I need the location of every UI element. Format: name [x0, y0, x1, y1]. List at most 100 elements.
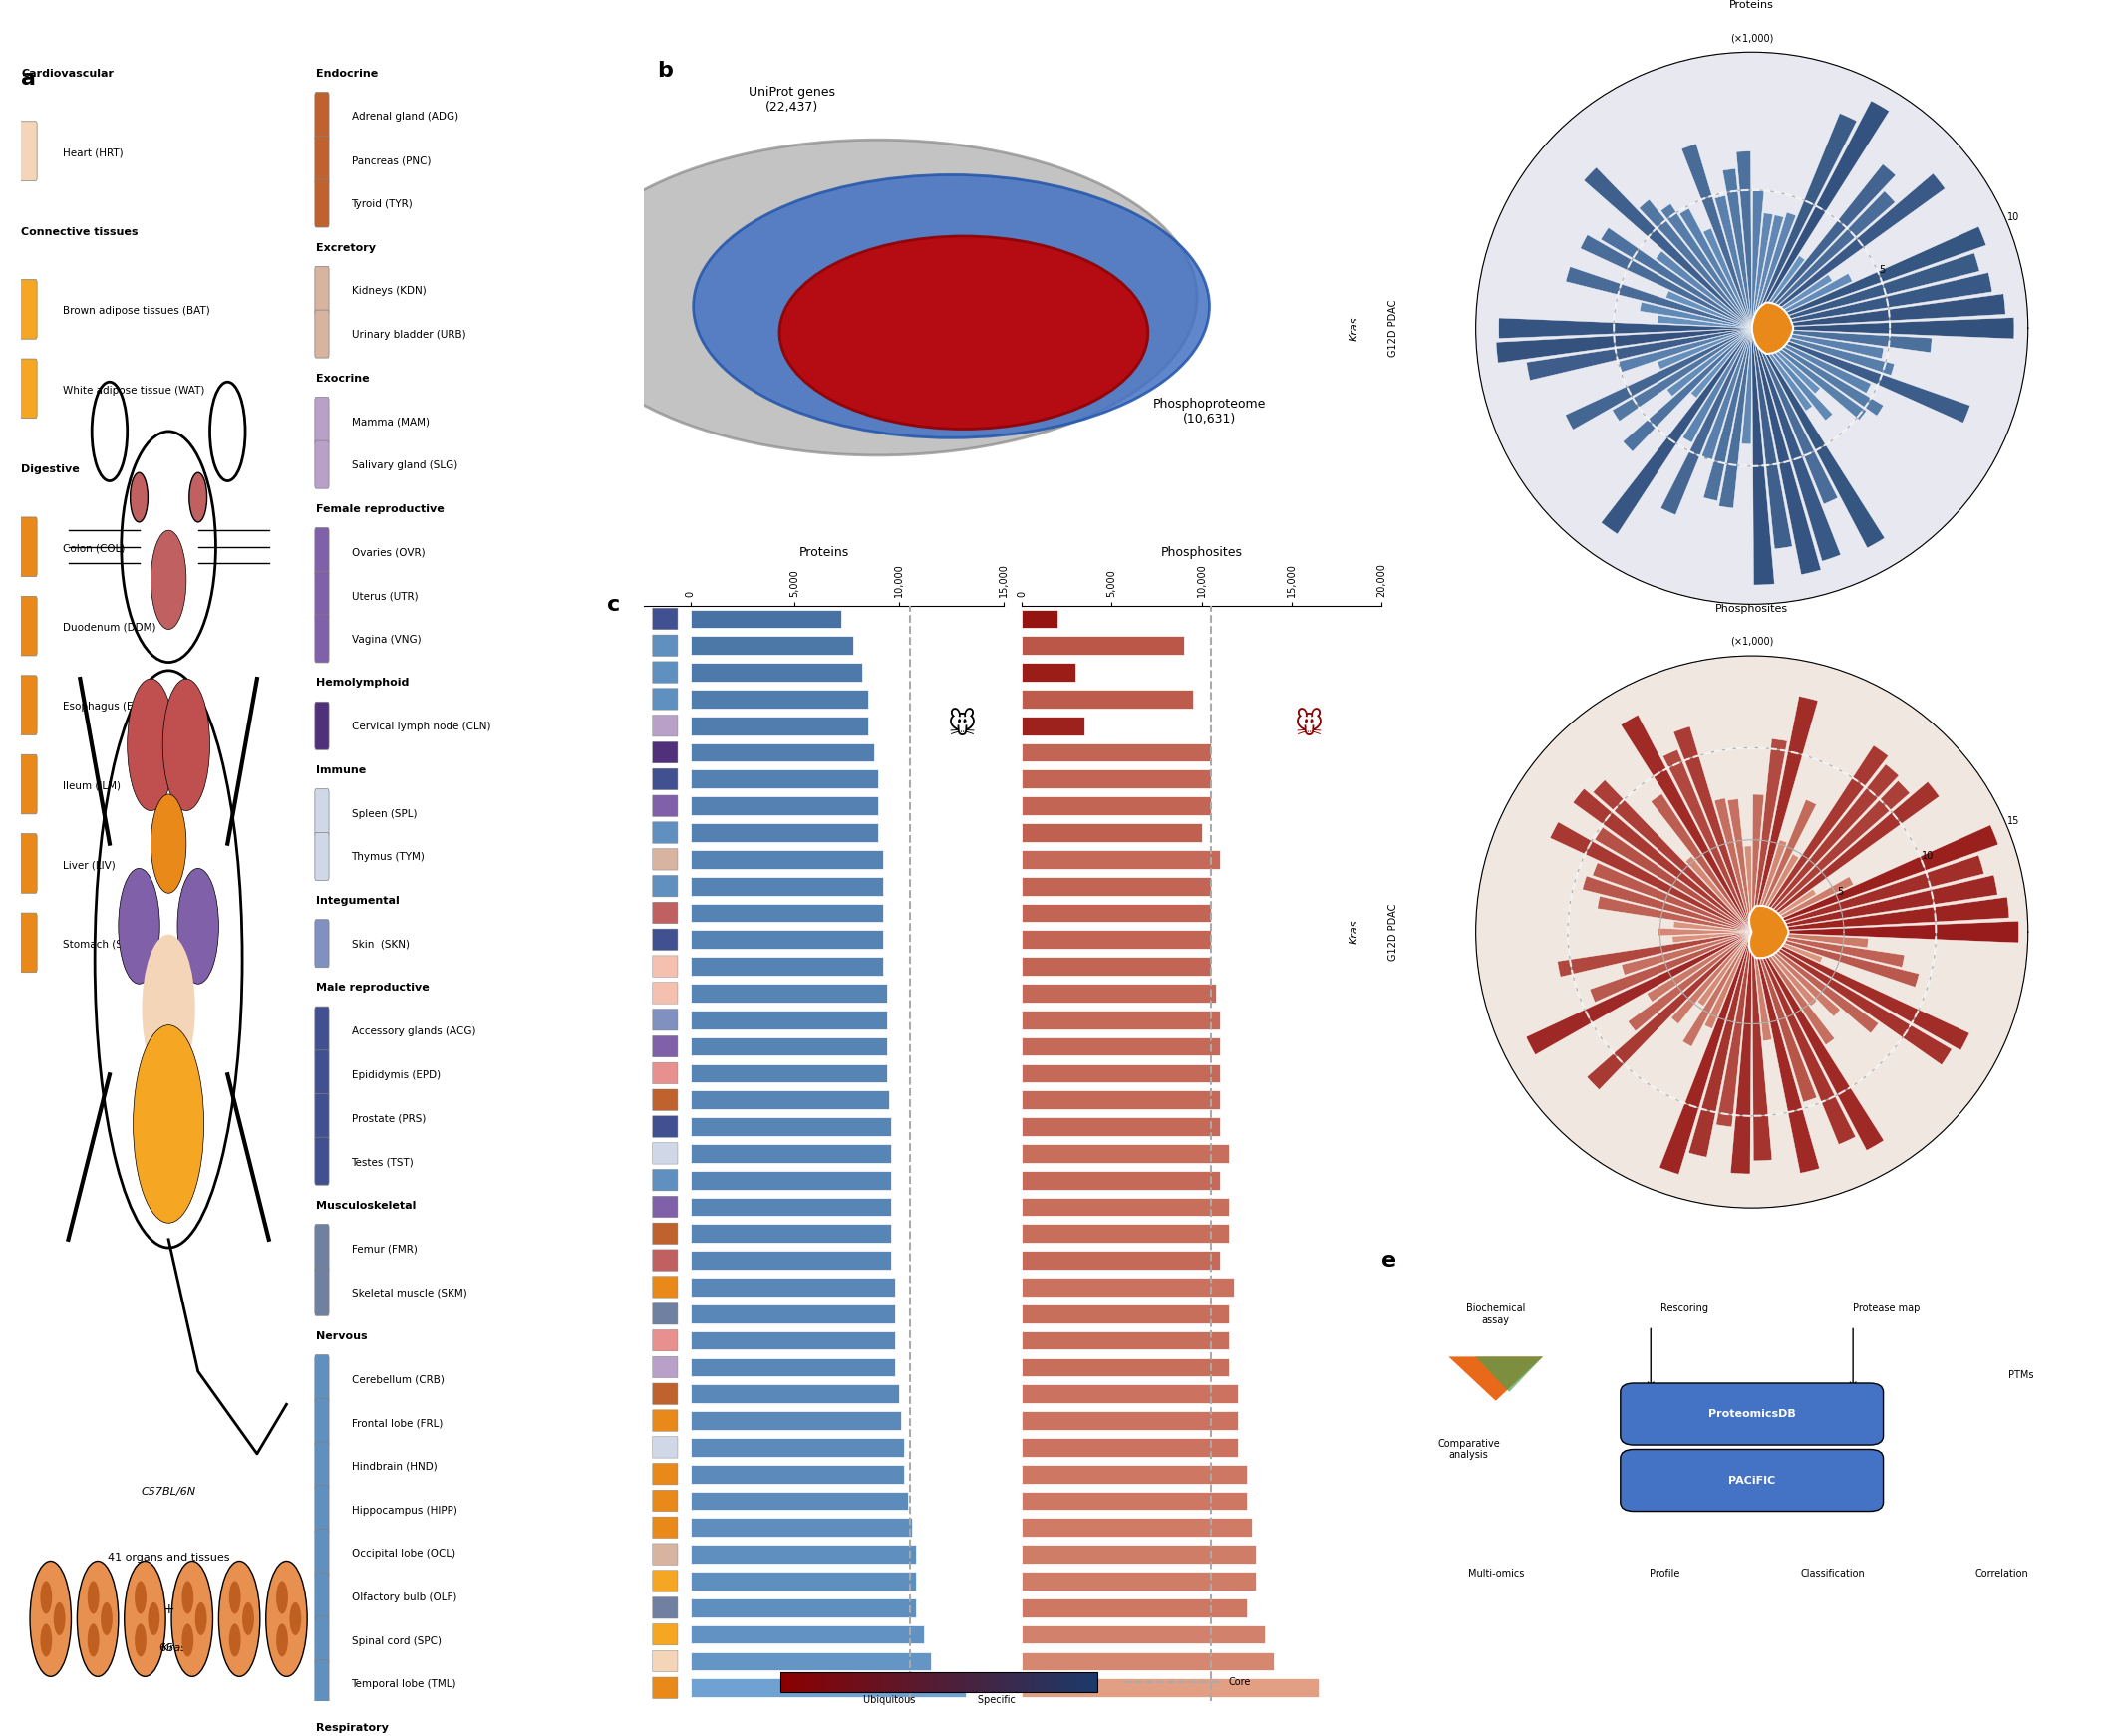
Text: Protease map: Protease map [1853, 1304, 1920, 1314]
Bar [1021, 1491, 1247, 1510]
Bar [1021, 1599, 1247, 1618]
Text: Exocrine: Exocrine [316, 373, 369, 384]
Ellipse shape [209, 382, 245, 481]
FancyBboxPatch shape [652, 1677, 677, 1698]
Text: Excretory: Excretory [316, 243, 376, 253]
FancyBboxPatch shape [652, 769, 677, 790]
Circle shape [133, 1024, 205, 1222]
Bar [1751, 696, 1819, 932]
Bar [1612, 328, 1751, 422]
Text: Kidneys (KDN): Kidneys (KDN) [352, 286, 426, 297]
Text: Ileum (ILM): Ileum (ILM) [63, 781, 120, 792]
Circle shape [230, 1581, 241, 1614]
Circle shape [276, 1581, 287, 1614]
Bar [1650, 793, 1751, 932]
Bar [1751, 328, 1775, 585]
FancyBboxPatch shape [19, 913, 38, 972]
Bar [1715, 932, 1751, 1127]
Bar [1021, 1010, 1220, 1029]
FancyBboxPatch shape [314, 1399, 329, 1446]
Bar [690, 903, 882, 922]
Bar [1728, 799, 1751, 932]
Text: Duodenum (DDM): Duodenum (DDM) [63, 623, 156, 632]
Text: UniProt genes
(22,437): UniProt genes (22,437) [749, 85, 836, 113]
Bar [1751, 825, 1998, 932]
FancyBboxPatch shape [314, 1050, 329, 1097]
Bar [1751, 328, 1821, 575]
Bar [1663, 750, 1751, 932]
Text: Brown adipose tissues (BAT): Brown adipose tissues (BAT) [63, 306, 209, 316]
Text: Immune: Immune [316, 766, 365, 776]
Ellipse shape [779, 236, 1148, 429]
FancyBboxPatch shape [314, 1267, 329, 1316]
FancyBboxPatch shape [652, 1489, 677, 1512]
Text: Proteome
(16,996): Proteome (16,996) [1179, 170, 1239, 198]
Title: Phosphosites: Phosphosites [1160, 545, 1243, 559]
Bar [1021, 877, 1211, 896]
Text: Accessory glands (ACG): Accessory glands (ACG) [352, 1026, 475, 1036]
Bar [1751, 932, 1817, 1007]
Bar [1751, 932, 1920, 988]
Text: 🐭: 🐭 [947, 712, 977, 740]
Circle shape [171, 1561, 213, 1677]
Bar [1021, 1625, 1264, 1644]
Bar [1618, 328, 1751, 372]
Text: Olfactory bulb (OLF): Olfactory bulb (OLF) [352, 1592, 456, 1602]
FancyBboxPatch shape [314, 1486, 329, 1533]
Bar [1021, 1278, 1234, 1297]
Text: c: c [608, 594, 620, 615]
FancyBboxPatch shape [652, 608, 677, 630]
Bar [1751, 165, 1895, 328]
Text: Musculoskeletal: Musculoskeletal [316, 1201, 416, 1210]
FancyBboxPatch shape [652, 661, 677, 682]
Text: Epididymis (EPD): Epididymis (EPD) [352, 1069, 441, 1080]
Bar [1680, 208, 1751, 328]
Bar [1751, 932, 1905, 967]
Bar [1021, 743, 1211, 762]
Text: Core: Core [1228, 1677, 1251, 1687]
Bar [690, 1332, 895, 1351]
Bar [690, 1491, 907, 1510]
Bar [1021, 1465, 1247, 1484]
Bar [690, 1358, 895, 1377]
FancyBboxPatch shape [652, 983, 677, 1003]
Bar [1745, 845, 1751, 932]
Text: Digestive: Digestive [21, 464, 80, 474]
Bar [1021, 1358, 1228, 1377]
Bar [1021, 1411, 1239, 1430]
Text: Prostate (PRS): Prostate (PRS) [352, 1113, 426, 1123]
Text: (×1,000): (×1,000) [1730, 33, 1775, 43]
FancyBboxPatch shape [314, 1137, 329, 1186]
Bar [1751, 932, 1819, 1174]
Bar [690, 743, 874, 762]
FancyBboxPatch shape [652, 955, 677, 977]
Bar [1751, 922, 2019, 943]
Bar [1021, 823, 1203, 842]
Bar [1021, 663, 1076, 682]
Text: Kras: Kras [152, 1644, 186, 1653]
Bar [1673, 932, 1751, 943]
Text: Heart (HRT): Heart (HRT) [63, 148, 122, 158]
FancyBboxPatch shape [314, 1660, 329, 1708]
Bar [1587, 932, 1751, 1090]
Polygon shape [1475, 1358, 1542, 1392]
Bar [1751, 781, 1939, 932]
Bar [690, 1170, 890, 1189]
Bar [1703, 328, 1751, 502]
FancyBboxPatch shape [314, 1443, 329, 1489]
Bar [1751, 932, 1855, 1144]
Text: Adrenal gland (ADG): Adrenal gland (ADG) [352, 113, 458, 122]
Bar [1498, 318, 1751, 339]
FancyBboxPatch shape [652, 1543, 677, 1564]
Bar [1686, 856, 1751, 932]
Bar [1751, 932, 1817, 1102]
Circle shape [131, 472, 148, 523]
Text: Hippocampus (HIPP): Hippocampus (HIPP) [352, 1505, 458, 1516]
Bar [1656, 252, 1751, 328]
Circle shape [40, 1581, 53, 1614]
Text: Testes (TST): Testes (TST) [352, 1158, 414, 1167]
Bar [1751, 328, 1812, 411]
Bar [690, 1599, 916, 1618]
Text: Femur (FMR): Femur (FMR) [352, 1245, 418, 1253]
Bar [1737, 151, 1751, 328]
